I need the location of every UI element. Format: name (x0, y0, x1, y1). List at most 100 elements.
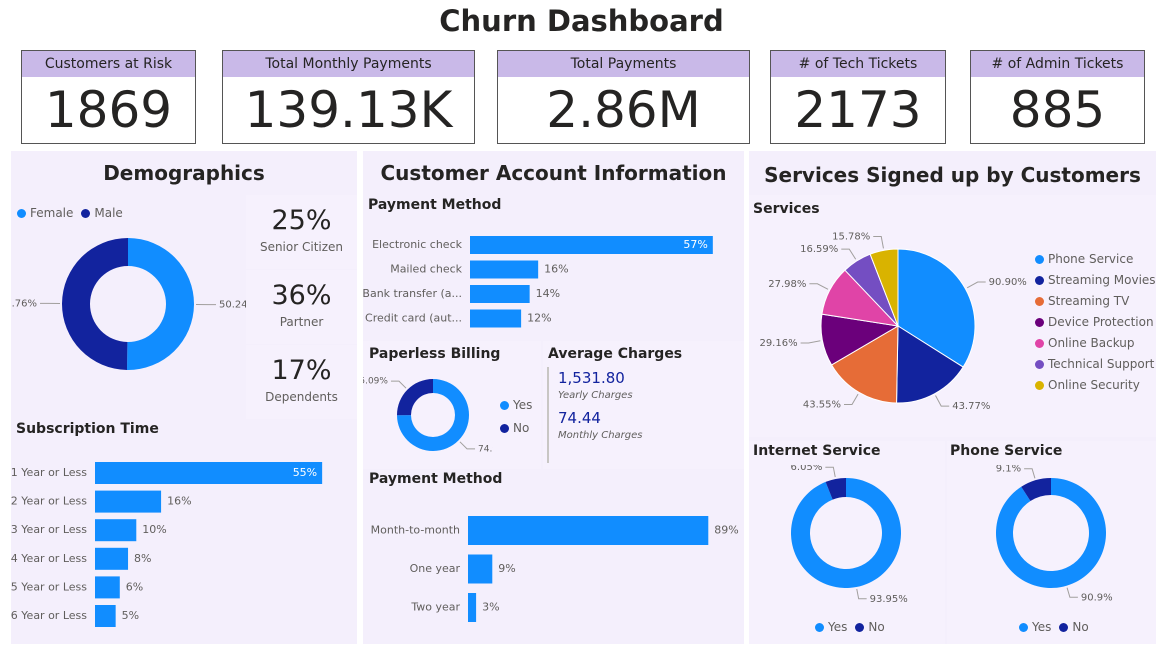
pie-slice[interactable] (791, 478, 901, 588)
pie-slice[interactable] (830, 325, 899, 404)
slice-label: 6.05% (791, 465, 823, 473)
bar-value-label: 14% (536, 287, 560, 300)
gender-donut-chart: 50.24% 49.76% (11, 238, 247, 370)
bar[interactable] (95, 547, 129, 570)
legend-label: Yes (1032, 620, 1052, 634)
senior-citizen-card: 25% Senior Citizen (246, 195, 357, 269)
legend-dot (1035, 317, 1044, 327)
bar-category-label: 2 Year or Less (11, 495, 87, 508)
paperless-billing-card: Paperless Billing 74.91% 25.09% Yes No (363, 341, 541, 469)
pie-slice[interactable] (996, 478, 1106, 588)
pie-slice[interactable] (62, 238, 128, 370)
monthly-charges-value: 74.44 (558, 409, 601, 427)
leader-line (844, 393, 859, 406)
bar[interactable] (95, 519, 137, 542)
slice-label: 16.59% (800, 244, 838, 255)
bar-value-label: 55% (293, 466, 317, 479)
kpi-label: Total Monthly Payments (223, 51, 474, 77)
slice-label: 25.09% (363, 377, 388, 387)
legend-label: Male (94, 206, 123, 220)
leader-line (1024, 468, 1036, 479)
contract-title: Payment Method (369, 471, 503, 487)
bar-value-label: 3% (482, 601, 499, 614)
slice-label: 27.98% (768, 279, 806, 290)
male-legend-dot (81, 208, 91, 218)
bar-category-label: Bank transfer (a... (363, 287, 462, 300)
demographics-panel: Demographics Female Male 50.24% 49.76% 25… (11, 151, 357, 644)
yearly-charges-value: 1,531.80 (558, 369, 625, 387)
kpi-total-monthly-payments: Total Monthly Payments 139.13K (222, 50, 475, 144)
legend-dot (1035, 380, 1044, 390)
services-legend-item: Technical Support (1035, 357, 1156, 371)
pie-slice[interactable] (896, 325, 964, 404)
kpi-value: 885 (1009, 81, 1106, 139)
bar-category-label: One year (410, 562, 461, 575)
bar-category-label: Two year (410, 601, 460, 614)
bar[interactable] (470, 260, 539, 279)
pie-slice[interactable] (825, 478, 846, 500)
bar[interactable] (95, 490, 162, 513)
female-legend-dot (17, 208, 26, 218)
monthly-charges-label: Monthly Charges (558, 430, 643, 441)
bar[interactable] (468, 516, 709, 545)
average-charges-card: Average Charges 1,531.80 Yearly Charges … (543, 341, 744, 469)
leader-line (825, 466, 836, 478)
kpi-label: # of Admin Tickets (971, 51, 1144, 77)
bar-value-label: 10% (142, 523, 166, 536)
kpi-total-payments: Total Payments 2.86M (497, 50, 750, 144)
paperless-donut-chart: 74.91% 25.09% (363, 377, 493, 455)
services-legend-item: Online Security (1035, 378, 1156, 392)
bar[interactable] (95, 462, 323, 484)
leader-line (966, 281, 986, 289)
paperless-legend-yes: Yes (500, 398, 532, 412)
bar[interactable] (470, 236, 713, 254)
bar-category-label: 4 Year or Less (11, 552, 87, 565)
pie-slice[interactable] (397, 379, 433, 416)
bar-value-label: 6% (126, 580, 143, 593)
kpi-label: Customers at Risk (22, 51, 195, 77)
bar[interactable] (470, 309, 522, 328)
pie-slice[interactable] (1021, 478, 1051, 502)
bar[interactable] (470, 285, 530, 303)
yearly-charges-label: Yearly Charges (558, 390, 633, 401)
bar[interactable] (468, 554, 493, 584)
bar[interactable] (95, 576, 120, 599)
paperless-title: Paperless Billing (369, 346, 501, 362)
slice-label: 43.55% (803, 400, 841, 411)
legend-label: Streaming TV (1048, 294, 1130, 308)
no-legend-dot (500, 423, 509, 433)
payment-method-title: Payment Method (368, 197, 502, 213)
services-legend: Phone Service Streaming Movies Streaming T… (1035, 252, 1156, 399)
pie-slice[interactable] (127, 238, 195, 370)
legend-label: Technical Support (1048, 357, 1155, 371)
services-panel-title: Services Signed up by Customers (764, 163, 1141, 187)
divider (547, 367, 549, 463)
slice-label: 9.1% (996, 465, 1021, 475)
kpi-tech-tickets: # of Tech Tickets 2173 (770, 50, 946, 144)
subscription-bar-chart: 1 Year or Less 55% 2 Year or Less 16% 3 Year… (11, 462, 323, 627)
account-panel: Customer Account Information Payment Met… (363, 151, 744, 644)
partner-label: Partner (279, 315, 324, 329)
bar[interactable] (95, 605, 116, 627)
bar-value-label: 9% (498, 562, 515, 575)
legend-label: Phone Service (1048, 252, 1134, 266)
pie-slice[interactable] (869, 248, 899, 327)
payment-method-bar-chart: Electronic check 57% Mailed check 16% Bank t… (363, 236, 713, 328)
account-title: Customer Account Information (380, 161, 727, 185)
yes-legend-dot (500, 400, 509, 410)
bar-value-label: 57% (683, 238, 707, 251)
bar-value-label: 5% (122, 609, 139, 622)
bar-value-label: 12% (527, 312, 551, 325)
bar[interactable] (468, 593, 477, 622)
kpi-value: 139.13K (244, 81, 453, 139)
dependents-card: 17% Dependents (246, 345, 357, 419)
bar-value-label: 89% (714, 524, 738, 537)
bar-category-label: Electronic check (372, 238, 463, 251)
leader-line (809, 283, 829, 290)
legend-dot (1035, 296, 1044, 306)
pie-slice[interactable] (397, 379, 469, 451)
demographics-title: Demographics (103, 161, 265, 185)
no-legend-dot (1059, 622, 1069, 632)
slice-label: 90.90% (989, 277, 1027, 288)
paperless-legend-no: No (500, 421, 529, 435)
